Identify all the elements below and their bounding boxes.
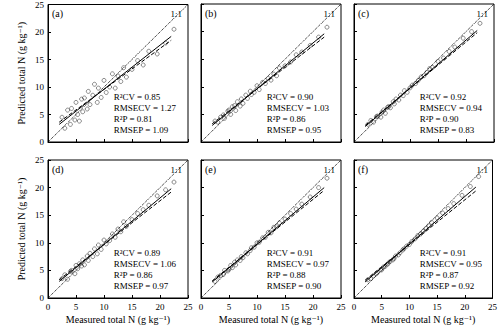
svg-text:RMSEP = 0.83: RMSEP = 0.83: [420, 125, 475, 135]
svg-text:10: 10: [35, 82, 45, 92]
svg-text:1:1: 1:1: [476, 9, 488, 19]
svg-text:(d): (d): [52, 164, 64, 176]
svg-text:5: 5: [379, 302, 384, 312]
svg-text:R²CV = 0.85: R²CV = 0.85: [114, 92, 161, 102]
svg-text:R²P = 0.86: R²P = 0.86: [114, 270, 153, 280]
svg-text:10: 10: [35, 238, 45, 248]
svg-text:5: 5: [40, 265, 45, 275]
svg-text:10: 10: [405, 302, 415, 312]
svg-text:25: 25: [35, 155, 45, 165]
svg-text:RMSEP = 0.92: RMSEP = 0.92: [420, 281, 475, 291]
svg-text:Predicted total N (g kg⁻¹): Predicted total N (g kg⁻¹): [16, 178, 28, 281]
svg-text:15: 15: [433, 302, 443, 312]
svg-text:20: 20: [35, 183, 45, 193]
svg-text:R²CV = 0.91: R²CV = 0.91: [420, 248, 466, 258]
svg-text:R²P = 0.86: R²P = 0.86: [267, 114, 306, 124]
svg-text:Predicted total N (g kg⁻¹): Predicted total N (g kg⁻¹): [16, 22, 28, 125]
svg-text:5: 5: [227, 302, 232, 312]
svg-text:RMSEP = 0.95: RMSEP = 0.95: [267, 125, 322, 135]
svg-text:5: 5: [74, 302, 79, 312]
svg-text:RMSEP = 1.09: RMSEP = 1.09: [114, 125, 169, 135]
svg-text:20: 20: [309, 302, 319, 312]
svg-text:15: 15: [35, 210, 45, 220]
svg-text:RMSEP = 0.97: RMSEP = 0.97: [114, 281, 169, 291]
svg-text:25: 25: [35, 0, 45, 10]
svg-text:R²P = 0.87: R²P = 0.87: [420, 270, 459, 280]
svg-text:15: 15: [35, 55, 45, 65]
svg-text:Measured total N (g kg⁻¹): Measured total N (g kg⁻¹): [219, 314, 323, 326]
svg-text:RMSECV = 0.97: RMSECV = 0.97: [267, 259, 330, 269]
svg-text:RMSEP = 0.90: RMSEP = 0.90: [267, 281, 322, 291]
svg-text:1:1: 1:1: [323, 165, 335, 175]
svg-text:R²CV = 0.92: R²CV = 0.92: [420, 92, 466, 102]
svg-text:25: 25: [488, 302, 498, 312]
svg-text:15: 15: [281, 302, 291, 312]
svg-text:20: 20: [35, 27, 45, 37]
svg-text:20: 20: [460, 302, 470, 312]
svg-text:5: 5: [40, 110, 45, 120]
svg-text:25: 25: [337, 302, 347, 312]
svg-text:Measured total N (g kg⁻¹): Measured total N (g kg⁻¹): [371, 314, 475, 326]
svg-text:(a): (a): [52, 8, 63, 20]
svg-text:RMSECV = 0.94: RMSECV = 0.94: [420, 103, 483, 113]
svg-text:10: 10: [253, 302, 263, 312]
svg-text:Measured total N (g kg⁻¹): Measured total N (g kg⁻¹): [66, 314, 170, 326]
svg-text:0: 0: [40, 293, 45, 303]
svg-text:R²P = 0.90: R²P = 0.90: [420, 114, 459, 124]
svg-text:10: 10: [100, 302, 110, 312]
svg-text:15: 15: [128, 302, 138, 312]
svg-text:0: 0: [46, 302, 51, 312]
svg-text:0: 0: [40, 137, 45, 147]
svg-text:1:1: 1:1: [323, 9, 335, 19]
svg-text:R²CV = 0.89: R²CV = 0.89: [114, 248, 161, 258]
svg-text:20: 20: [156, 302, 166, 312]
svg-text:(f): (f): [358, 164, 368, 176]
svg-text:0: 0: [199, 302, 204, 312]
svg-text:1:1: 1:1: [170, 165, 182, 175]
svg-text:1:1: 1:1: [476, 164, 488, 175]
svg-text:1:1: 1:1: [170, 9, 182, 19]
svg-text:(e): (e): [205, 164, 216, 176]
svg-text:(b): (b): [205, 8, 217, 20]
svg-text:R²P = 0.81: R²P = 0.81: [114, 114, 153, 124]
svg-text:R²CV = 0.91: R²CV = 0.91: [267, 248, 313, 258]
svg-text:RMSECV = 1.03: RMSECV = 1.03: [267, 103, 330, 113]
svg-text:R²P = 0.88: R²P = 0.88: [267, 270, 306, 280]
svg-text:(c): (c): [358, 8, 369, 20]
svg-text:RMSECV = 1.06: RMSECV = 1.06: [114, 259, 177, 269]
svg-text:R²CV = 0.90: R²CV = 0.90: [267, 92, 314, 102]
svg-text:25: 25: [184, 302, 194, 312]
svg-text:RMSECV = 1.27: RMSECV = 1.27: [114, 103, 177, 113]
svg-text:0: 0: [352, 302, 357, 312]
svg-text:RMSECV = 0.95: RMSECV = 0.95: [420, 259, 483, 269]
